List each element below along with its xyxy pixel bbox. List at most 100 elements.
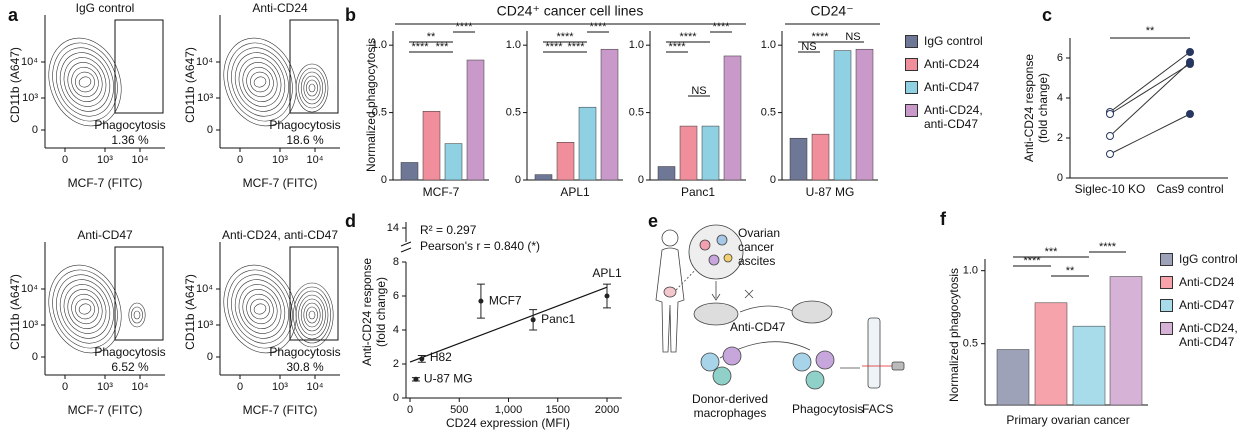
- x-tick-label: 10⁴: [307, 381, 324, 393]
- stat-label: Pearson's r = 0.840 (*): [420, 239, 540, 253]
- legend-label: Anti-CD24: [1179, 275, 1235, 289]
- y-tick-label: 0.5: [506, 106, 521, 118]
- y-tick-label: 0.5: [372, 106, 387, 118]
- contour: [246, 293, 274, 325]
- significance-label: **: [1146, 25, 1155, 37]
- y-axis-label: CD11b (A647): [183, 274, 197, 350]
- body-outline: [655, 247, 685, 353]
- diagram-label: Anti-CD47: [730, 320, 786, 334]
- y-tick-label: 0.5: [963, 338, 978, 350]
- x-tick-label: Panc1: [681, 185, 715, 199]
- y-tick-label: 10³: [197, 319, 213, 331]
- y-tick-label: 2: [393, 358, 399, 370]
- contour: [234, 279, 286, 339]
- y-tick-label: 10³: [22, 92, 38, 104]
- cell: [723, 253, 733, 263]
- x-tick-label: 10³: [97, 381, 113, 393]
- y-tick-label: 0: [381, 174, 387, 186]
- legend-swatch: [905, 35, 918, 48]
- contour: [308, 83, 316, 93]
- x-tick-label: 10⁴: [132, 381, 149, 393]
- diagram-shapes: [655, 224, 905, 390]
- contour: [238, 284, 282, 334]
- legend-swatch: [905, 58, 918, 71]
- x-tick-label: Siglec-10 KO: [1075, 182, 1146, 196]
- abdomen: [663, 286, 677, 298]
- point: [530, 317, 536, 323]
- diagram-label: FACS: [862, 402, 894, 416]
- x-axis-label: MCF-7 (FITC): [243, 176, 318, 190]
- significance-label: NS: [845, 31, 860, 43]
- legend-swatch: [1160, 299, 1173, 312]
- y-tick-label: 1.0: [629, 39, 644, 51]
- diagram-label: Donor-derived macrophages: [691, 392, 769, 420]
- contour: [246, 66, 274, 98]
- body-head: [661, 229, 679, 247]
- significance-label: ****: [556, 31, 574, 43]
- contour: [71, 66, 99, 98]
- fit-line: [409, 286, 608, 363]
- x-axis-label: Primary ovarian cancer: [1006, 413, 1129, 427]
- y-axis-label: Anti-CD24 response: [360, 258, 374, 366]
- contour: [131, 306, 143, 324]
- y-axis-label: Normalized phagocytosis: [364, 38, 378, 172]
- y-tick-label: 10⁴: [21, 56, 38, 68]
- contour: [133, 310, 141, 320]
- y-tick-label: 10⁴: [196, 56, 213, 68]
- y-tick-label: 0: [515, 174, 521, 186]
- x-axis-label: CD24 expression (MFI): [446, 416, 570, 430]
- contour: [306, 79, 318, 97]
- point: [419, 356, 425, 362]
- contour: [303, 302, 321, 328]
- x-tick-label: 1,000: [495, 404, 523, 416]
- y-tick-label: 1.0: [372, 39, 387, 51]
- significance-label: NS: [691, 85, 706, 97]
- y-tick-label: 10⁴: [196, 283, 213, 295]
- gate: [114, 246, 164, 341]
- significance-label: ***: [1045, 246, 1059, 258]
- contour: [295, 63, 329, 113]
- gate-label: Phagocytosis: [269, 118, 340, 132]
- tumour-cells: [693, 302, 739, 326]
- y-tick-label: 10⁴: [21, 283, 38, 295]
- panel-label: a: [8, 5, 19, 25]
- point: [1186, 58, 1194, 66]
- bar: [1072, 325, 1106, 406]
- contour: [59, 52, 111, 112]
- y-tick-label: 0: [393, 392, 399, 404]
- y-tick-label: 4: [1057, 92, 1063, 104]
- contour: [298, 294, 326, 336]
- legend-label: IgG control: [924, 34, 983, 48]
- pair-line: [1109, 61, 1191, 137]
- gate: [114, 19, 164, 114]
- bar: [811, 133, 830, 181]
- contour: [48, 37, 122, 127]
- x-tick-label: Cas9 control: [1156, 182, 1223, 196]
- gate-label: Phagocytosis: [94, 345, 165, 359]
- contour: [56, 47, 114, 117]
- gate-label: Phagocytosis: [94, 118, 165, 132]
- y-axis-label: Normalized phagocytosis: [947, 268, 961, 402]
- x-tick-label: 2000: [595, 404, 619, 416]
- x-tick-label: 10⁴: [307, 154, 324, 166]
- contour: [128, 302, 146, 328]
- point: [478, 298, 484, 304]
- legend-label: Anti-CD47: [924, 80, 980, 94]
- macrophage: [815, 350, 835, 370]
- y-tick-label: 4: [393, 324, 399, 336]
- legend-swatch: [905, 81, 918, 94]
- significance-label: ****: [811, 31, 829, 43]
- legend-label: Anti-CD24, anti-CD47: [924, 103, 983, 131]
- macrophage: [805, 370, 825, 390]
- ascites-circle: [688, 224, 744, 280]
- x-tick-label: 0: [237, 381, 243, 393]
- gate-percent: 6.52 %: [111, 360, 149, 374]
- significance-label: ****: [668, 41, 686, 53]
- y-axis-label: Anti-CD24 response: [1022, 54, 1036, 162]
- bar: [855, 48, 874, 181]
- point: [604, 293, 610, 299]
- y-tick-label: 1.0: [963, 265, 978, 277]
- pair-line: [1109, 51, 1191, 113]
- significance-label: ****: [455, 21, 473, 33]
